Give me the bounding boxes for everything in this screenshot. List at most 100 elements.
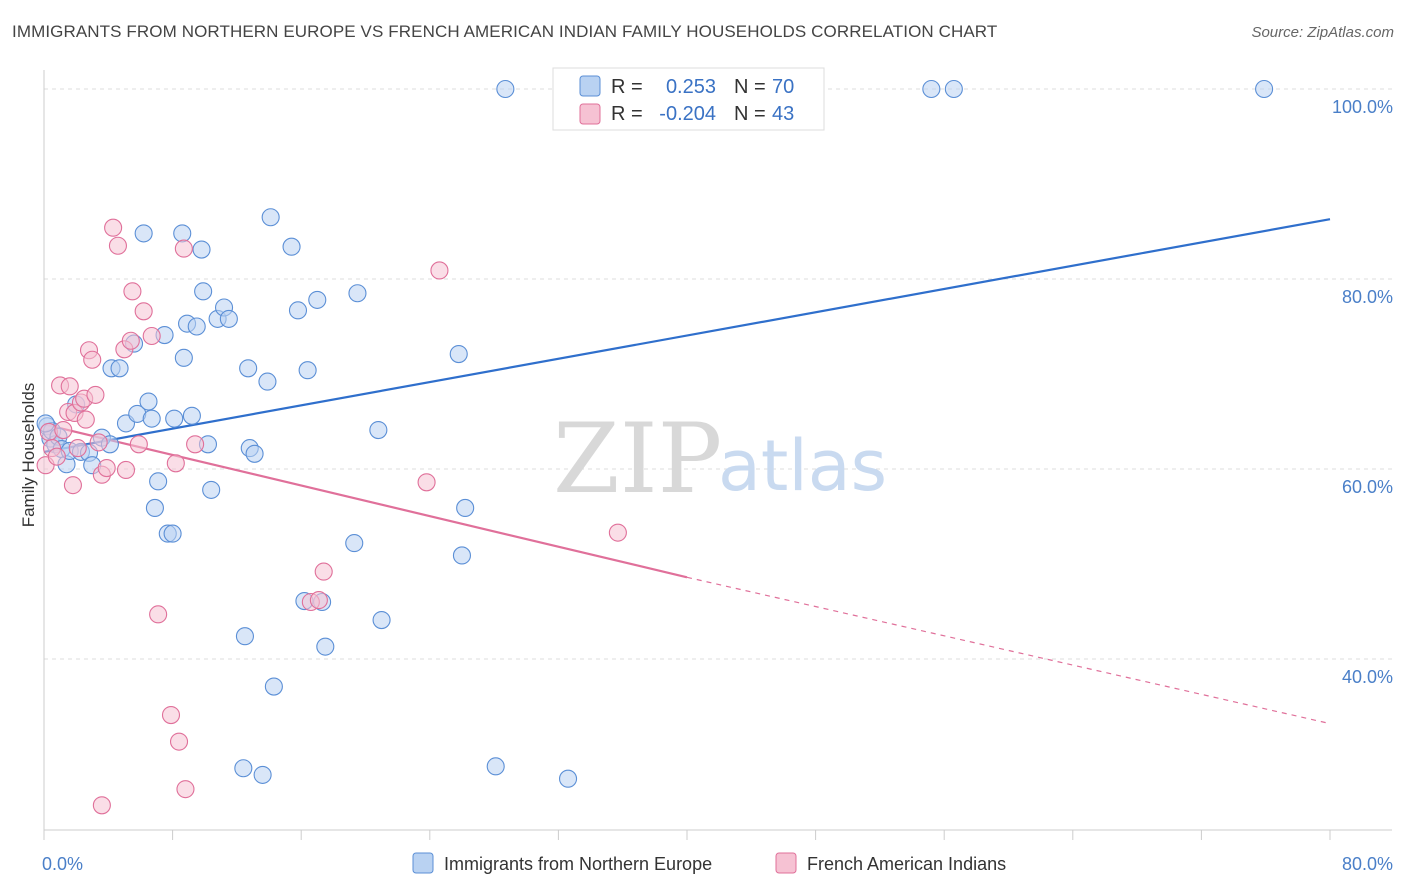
point-french-american-indian — [76, 410, 95, 429]
point-french-american-indian — [86, 385, 105, 404]
point-french-american-indian — [309, 591, 328, 610]
point-northern-europe — [182, 406, 201, 425]
point-french-american-indian — [97, 458, 116, 478]
point-northern-europe — [449, 344, 468, 364]
legend-swatch-pink — [579, 103, 601, 125]
point-french-american-indian — [121, 331, 140, 350]
point-french-american-indian — [63, 476, 82, 495]
point-french-american-indian — [417, 473, 436, 492]
point-french-american-indian — [83, 350, 102, 369]
legend-n-value-2: 43 — [772, 103, 794, 125]
point-northern-europe — [258, 372, 277, 391]
y-tick-label: 80.0% — [1342, 287, 1393, 307]
watermark-zip: ZIP — [553, 403, 722, 515]
gridlines — [44, 88, 1392, 660]
legend-r-value-1: 0.253 — [666, 76, 716, 98]
point-french-american-indian — [60, 377, 79, 396]
point-northern-europe — [558, 769, 578, 788]
point-northern-europe — [1255, 79, 1274, 99]
legend-swatch-blue — [579, 75, 601, 97]
point-french-american-indian — [92, 796, 111, 815]
legend-n-value-1: 70 — [772, 76, 794, 98]
point-northern-europe — [139, 392, 158, 411]
y-axis-label: Family Households — [19, 383, 38, 528]
point-northern-europe — [944, 79, 963, 99]
point-northern-europe — [194, 282, 213, 301]
point-northern-europe — [145, 498, 164, 518]
point-french-american-indian — [161, 705, 181, 725]
point-french-american-indian — [108, 236, 127, 255]
point-french-american-indian — [314, 562, 333, 581]
point-french-american-indian — [174, 239, 193, 258]
legend-item-french-american-indian-swatch — [775, 852, 797, 874]
point-northern-europe — [245, 444, 264, 463]
point-french-american-indian — [430, 261, 449, 280]
point-french-american-indian — [116, 460, 136, 480]
point-northern-europe — [239, 359, 258, 378]
point-french-american-indian — [134, 302, 153, 321]
point-northern-europe — [110, 359, 129, 378]
legend-r-value-2: -0.204 — [659, 103, 716, 125]
point-northern-europe — [288, 301, 308, 320]
legend-item-northern-europe-swatch — [412, 852, 434, 874]
point-french-american-indian — [166, 454, 185, 473]
point-northern-europe — [134, 224, 153, 243]
watermark: ZIP atlas — [553, 403, 887, 515]
legend-stats: R = 0.253 N = 70 R = -0.204 N = 43 — [552, 67, 825, 131]
point-french-american-indian — [68, 439, 87, 458]
point-northern-europe — [298, 361, 317, 380]
y-tick-label: 100.0% — [1332, 97, 1393, 117]
point-northern-europe — [174, 348, 193, 367]
legend-n-label-2: N = — [734, 103, 766, 125]
point-northern-europe — [219, 309, 238, 328]
point-northern-europe — [348, 284, 367, 303]
point-northern-europe — [922, 79, 941, 99]
legend-r-label-1: R = — [611, 76, 643, 98]
trend-line-northern-europe — [43, 218, 1331, 453]
x-tick-label: 80.0% — [1342, 854, 1393, 874]
y-tick-label: 40.0% — [1342, 667, 1393, 687]
point-northern-europe — [282, 237, 301, 256]
point-french-american-indian — [89, 433, 108, 452]
x-tick-label: 0.0% — [42, 854, 83, 874]
point-northern-europe — [345, 534, 364, 553]
point-french-american-indian — [169, 732, 189, 751]
point-french-american-indian — [608, 523, 627, 542]
point-northern-europe — [142, 409, 161, 428]
point-northern-europe — [316, 637, 335, 656]
point-french-american-indian — [129, 435, 148, 454]
point-northern-europe — [192, 240, 211, 259]
point-northern-europe — [372, 610, 391, 630]
legend-series: Immigrants from Northern Europe French A… — [412, 852, 1006, 874]
point-northern-europe — [486, 757, 505, 776]
point-french-american-indian — [176, 780, 195, 799]
point-northern-europe — [253, 765, 272, 784]
point-french-american-indian — [104, 218, 123, 237]
point-french-american-indian — [123, 282, 142, 301]
y-tick-label: 60.0% — [1342, 477, 1393, 497]
point-northern-europe — [149, 472, 168, 491]
point-northern-europe — [235, 627, 254, 646]
point-northern-europe — [456, 498, 475, 518]
legend-r-label-2: R = — [611, 103, 643, 125]
point-northern-europe — [264, 677, 283, 696]
point-northern-europe — [308, 290, 327, 309]
point-northern-europe — [173, 224, 192, 243]
point-northern-europe — [452, 546, 472, 565]
point-northern-europe — [261, 208, 280, 227]
chart-title: IMMIGRANTS FROM NORTHERN EUROPE VS FRENC… — [12, 22, 998, 41]
series-french-american-indian-points — [36, 218, 627, 815]
legend-n-label-1: N = — [734, 76, 766, 98]
point-northern-europe — [165, 409, 184, 428]
trend-line-french-american-indian — [43, 423, 688, 579]
legend-item-northern-europe: Immigrants from Northern Europe — [444, 854, 712, 874]
point-french-american-indian — [47, 447, 66, 466]
point-northern-europe — [496, 79, 515, 99]
point-northern-europe — [234, 759, 253, 778]
y-tick-labels: 40.0% 60.0% 80.0% 100.0% — [1332, 97, 1393, 687]
point-french-american-indian — [186, 435, 205, 454]
point-northern-europe — [187, 317, 206, 336]
point-french-american-indian — [142, 326, 161, 346]
watermark-atlas: atlas — [718, 425, 887, 507]
